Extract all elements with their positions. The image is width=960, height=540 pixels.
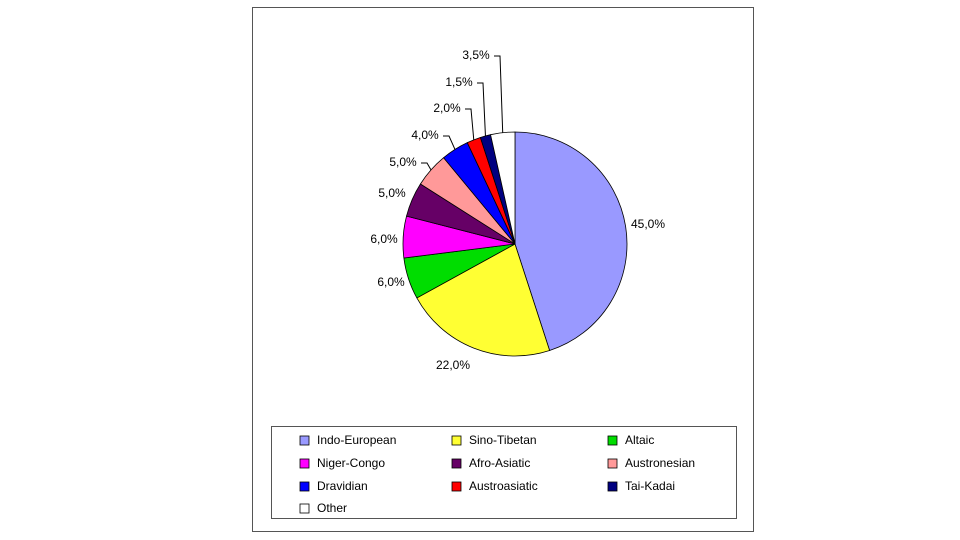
pie-slice [416,243,551,357]
leader-line [494,55,504,133]
slice-label: 6,0% [377,275,405,289]
leader-line [421,162,432,171]
legend-swatch [451,435,462,446]
slice-label: 2,0% [433,101,461,115]
legend-swatch [299,458,310,469]
legend-label: Indo-European [317,433,396,447]
legend-swatch [299,481,310,492]
legend-label: Niger-Congo [317,456,385,470]
slice-label: 1,5% [445,75,473,89]
legend-swatch [607,435,618,446]
leader-line [477,82,486,136]
legend-swatch [607,481,618,492]
slice-label: 4,0% [411,128,439,142]
slice-label: 5,0% [389,155,417,169]
legend-swatch [299,503,310,514]
slice-label: 3,5% [462,48,490,62]
pie-slice [514,131,628,352]
legend-swatch [451,481,462,492]
legend-label: Austronesian [625,456,695,470]
leader-line [443,135,456,150]
slice-label: 6,0% [370,232,398,246]
legend-label: Other [317,501,347,515]
legend-label: Sino-Tibetan [469,433,537,447]
legend-label: Altaic [625,433,654,447]
legend-box [271,426,737,519]
legend-label: Dravidian [317,479,368,493]
legend-label: Tai-Kadai [625,479,675,493]
legend-label: Afro-Asiatic [469,456,530,470]
legend-label: Austroasiatic [469,479,538,493]
slice-label: 45,0% [631,217,665,231]
leader-line [465,108,475,140]
slice-label: 5,0% [378,186,406,200]
legend-swatch [299,435,310,446]
legend-swatch [451,458,462,469]
legend-swatch [607,458,618,469]
slice-label: 22,0% [436,358,470,372]
